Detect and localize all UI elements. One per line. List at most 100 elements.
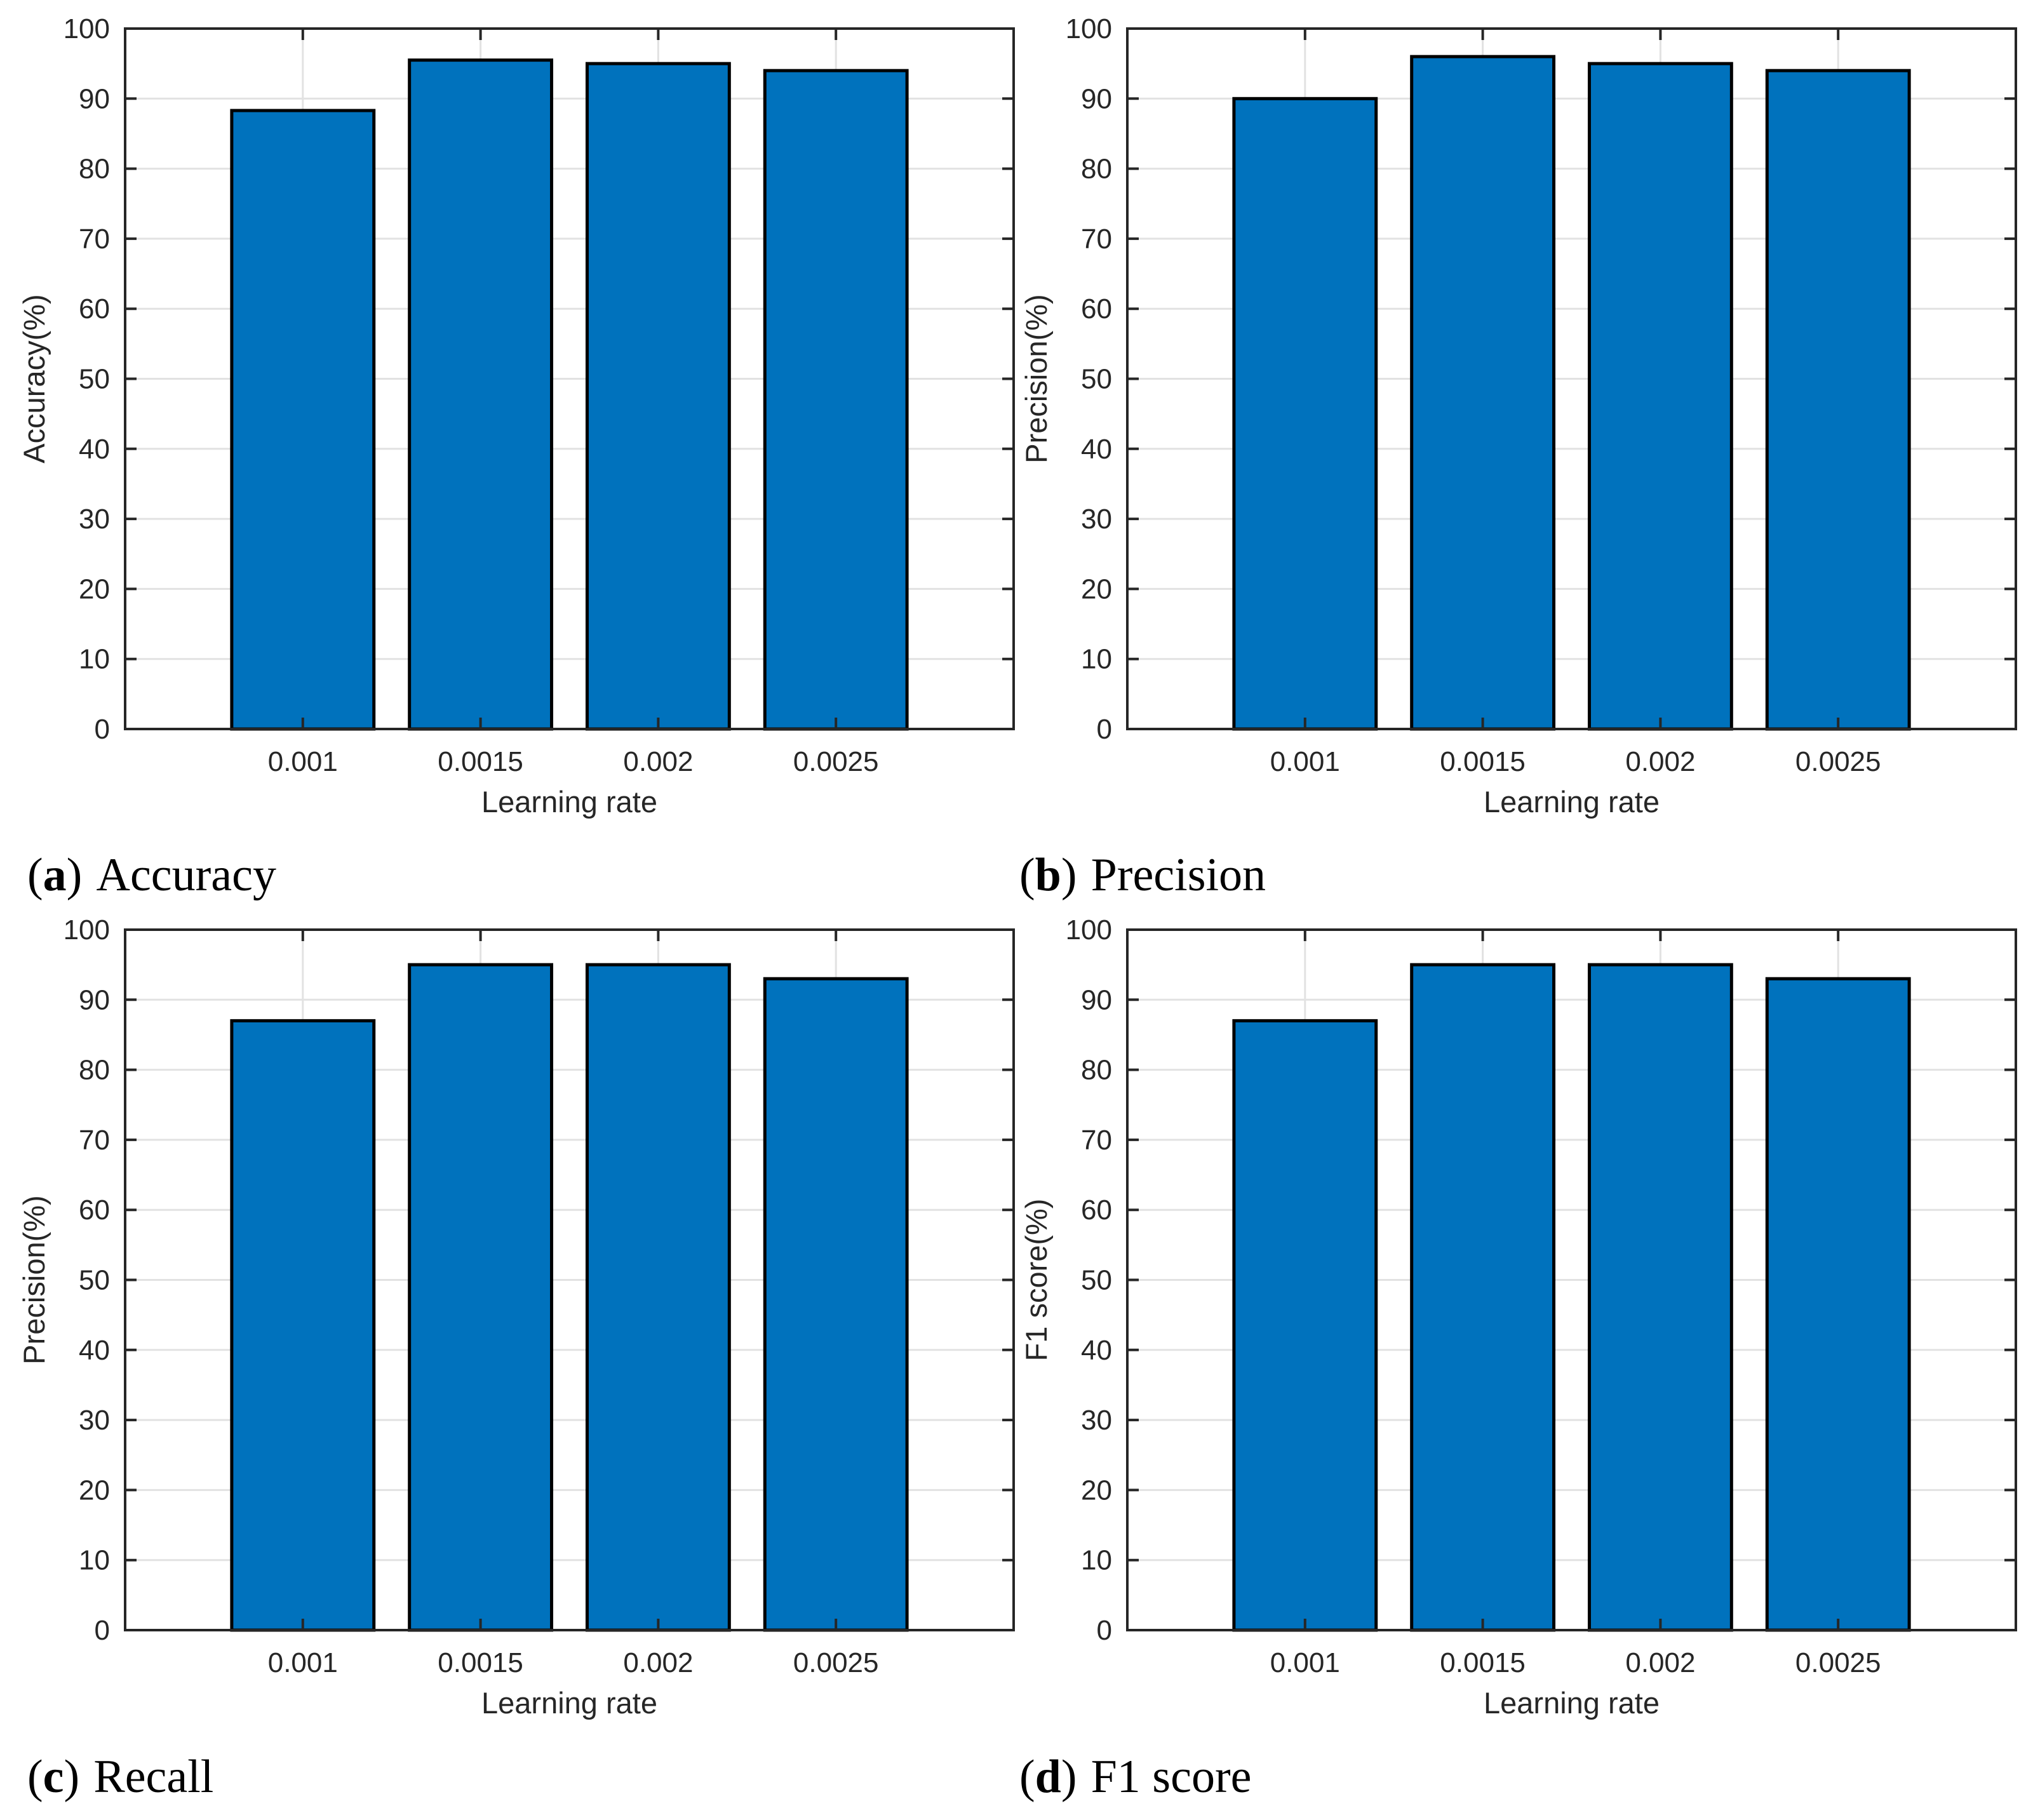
y-tick-label: 40 xyxy=(79,434,110,465)
y-tick-label: 100 xyxy=(1066,13,1112,44)
caption-letter: b xyxy=(1035,849,1061,901)
caption-text: F1 score xyxy=(1090,1751,1252,1803)
x-tick-label: 0.001 xyxy=(268,1647,338,1678)
caption-recall: (c) Recall xyxy=(27,1751,213,1803)
y-tick-label: 100 xyxy=(1066,914,1112,946)
x-tick-label: 0.002 xyxy=(1625,746,1695,777)
caption-precision: (b) Precision xyxy=(1019,849,1266,901)
y-axis-label: Accuracy(%) xyxy=(17,294,51,463)
y-tick-label: 40 xyxy=(79,1335,110,1366)
x-tick-label: 0.0015 xyxy=(438,746,523,777)
chart-panel-precision: 0 10 20 30 40 50 60 70 80 90 100 0.001 0.0015 0.002 0.… xyxy=(1002,0,2018,832)
caption-paren: ) xyxy=(1061,1751,1077,1803)
caption-accuracy: (a) Accuracy xyxy=(27,849,276,901)
y-tick-label: 70 xyxy=(79,224,110,255)
bar-precision-0.0025 xyxy=(1765,69,1911,731)
caption-paren: ( xyxy=(1019,849,1035,901)
caption-text: Recall xyxy=(93,1751,214,1803)
x-tick-label: 0.0015 xyxy=(1440,1647,1526,1678)
chart-panel-recall: 0 10 20 30 40 50 60 70 80 90 100 0.001 0.0015 0.002 0.… xyxy=(0,901,1016,1733)
x-tick-label: 0.002 xyxy=(623,1647,693,1678)
y-tick-label: 0 xyxy=(1097,1615,1112,1646)
y-tick-label: 30 xyxy=(79,1405,110,1436)
bar-accuracy-0.001 xyxy=(230,109,376,731)
caption-paren: ) xyxy=(66,849,83,901)
bar-precision-0.0015 xyxy=(1410,55,1556,731)
x-tick-label: 0.002 xyxy=(623,746,693,777)
y-tick-label: 0 xyxy=(95,714,110,745)
x-tick-label: 0.0025 xyxy=(793,746,879,777)
chart-panel-f1-score: 0 10 20 30 40 50 60 70 80 90 100 0.001 0.0015 0.002 0.… xyxy=(1002,901,2018,1733)
caption-letter: d xyxy=(1035,1751,1061,1803)
x-tick-label: 0.001 xyxy=(268,746,338,777)
caption-text: Precision xyxy=(1090,849,1266,901)
x-tick-label: 0.0025 xyxy=(1795,746,1881,777)
y-tick-label: 60 xyxy=(1081,1194,1112,1226)
caption-letter: c xyxy=(43,1751,64,1803)
chart-recall: 0 10 20 30 40 50 60 70 80 90 100 0.001 0.0015 0.002 0.… xyxy=(17,914,1015,1720)
bar-precision-0.002 xyxy=(1587,62,1733,731)
y-tick-label: 40 xyxy=(1081,434,1112,465)
y-tick-label: 50 xyxy=(1081,1265,1112,1296)
y-tick-label: 70 xyxy=(79,1125,110,1156)
caption-f1-score: (d) F1 score xyxy=(1019,1751,1251,1803)
caption-paren: ) xyxy=(64,1751,80,1803)
y-tick-label: 20 xyxy=(79,573,110,605)
x-tick-label: 0.001 xyxy=(1270,746,1340,777)
y-tick-label: 50 xyxy=(79,1265,110,1296)
bar-recall-0.0025 xyxy=(763,977,909,1632)
y-tick-label: 20 xyxy=(1081,573,1112,605)
y-tick-label: 20 xyxy=(1081,1475,1112,1506)
y-tick-label: 80 xyxy=(79,1055,110,1086)
bar-accuracy-0.0025 xyxy=(763,69,909,731)
y-tick-label: 60 xyxy=(79,1194,110,1226)
y-axis-label: Precision(%) xyxy=(1019,294,1053,463)
y-tick-label: 80 xyxy=(79,154,110,185)
y-tick-label: 30 xyxy=(79,504,110,535)
y-tick-label: 60 xyxy=(79,293,110,325)
x-axis-label: Learning rate xyxy=(1484,785,1660,819)
y-tick-label: 100 xyxy=(64,13,110,44)
bar-recall-0.001 xyxy=(230,1019,376,1632)
bar-precision-0.001 xyxy=(1232,97,1378,731)
y-axis-label: Precision(%) xyxy=(17,1195,51,1364)
chart-f1-score: 0 10 20 30 40 50 60 70 80 90 100 0.001 0.0015 0.002 0.… xyxy=(1019,914,2017,1720)
chart-accuracy: 0 10 20 30 40 50 60 70 80 90 100 0.001 0.0015 0.002 0.… xyxy=(17,13,1015,819)
caption-paren: ( xyxy=(1019,1751,1035,1803)
x-axis-label: Learning rate xyxy=(481,1686,657,1720)
bar-f1-score-0.001 xyxy=(1232,1019,1378,1632)
y-tick-label: 90 xyxy=(79,83,110,114)
y-tick-label: 0 xyxy=(1097,714,1112,745)
y-tick-label: 20 xyxy=(79,1475,110,1506)
y-tick-label: 10 xyxy=(1081,644,1112,675)
caption-paren: ) xyxy=(1061,849,1077,901)
bar-accuracy-0.0015 xyxy=(408,58,554,731)
x-tick-label: 0.002 xyxy=(1625,1647,1695,1678)
y-tick-label: 80 xyxy=(1081,1055,1112,1086)
caption-letter: a xyxy=(43,849,67,901)
y-tick-label: 100 xyxy=(64,914,110,946)
y-tick-label: 10 xyxy=(1081,1545,1112,1576)
chart-precision: 0 10 20 30 40 50 60 70 80 90 100 0.001 0.0015 0.002 0.… xyxy=(1019,13,2017,819)
y-tick-label: 70 xyxy=(1081,224,1112,255)
chart-panel-accuracy: 0 10 20 30 40 50 60 70 80 90 100 0.001 0.0015 0.002 0.… xyxy=(0,0,1016,832)
y-tick-label: 70 xyxy=(1081,1125,1112,1156)
x-tick-label: 0.001 xyxy=(1270,1647,1340,1678)
y-tick-label: 60 xyxy=(1081,293,1112,325)
y-tick-label: 0 xyxy=(95,1615,110,1646)
bar-recall-0.002 xyxy=(585,963,731,1632)
caption-text: Accuracy xyxy=(96,849,276,901)
x-axis-label: Learning rate xyxy=(1484,1686,1660,1720)
x-tick-label: 0.0025 xyxy=(793,1647,879,1678)
y-tick-label: 30 xyxy=(1081,1405,1112,1436)
y-tick-label: 50 xyxy=(79,364,110,395)
y-tick-label: 90 xyxy=(79,984,110,1015)
y-tick-label: 30 xyxy=(1081,504,1112,535)
y-axis-label: F1 score(%) xyxy=(1019,1199,1053,1362)
caption-paren: ( xyxy=(27,1751,43,1803)
bar-accuracy-0.002 xyxy=(585,62,731,731)
y-tick-label: 50 xyxy=(1081,364,1112,395)
y-tick-label: 40 xyxy=(1081,1335,1112,1366)
x-tick-label: 0.0015 xyxy=(438,1647,523,1678)
